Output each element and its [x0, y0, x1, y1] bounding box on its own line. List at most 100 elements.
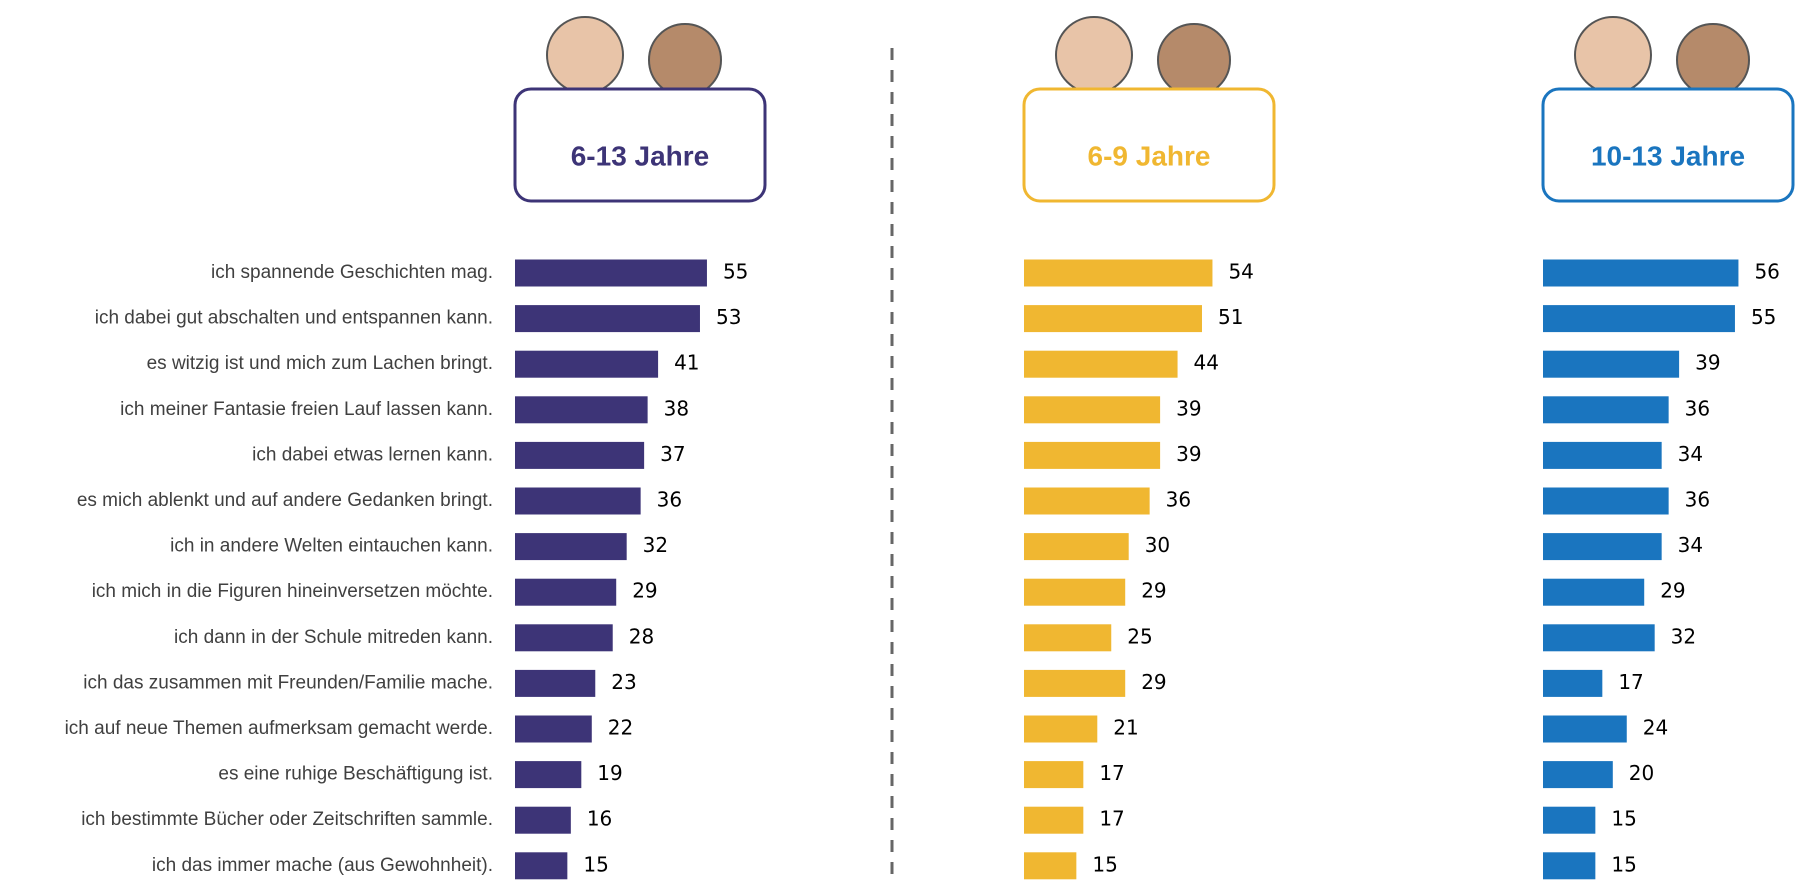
value-label: 44 [1194, 351, 1219, 375]
value-label: 20 [1629, 761, 1654, 785]
value-label: 25 [1127, 624, 1152, 648]
bar [1543, 670, 1602, 697]
value-label: 15 [1611, 852, 1636, 876]
bar [1543, 807, 1595, 834]
value-label: 29 [632, 579, 657, 603]
face [649, 24, 721, 96]
bar [515, 533, 627, 560]
face [1158, 24, 1230, 96]
bar [1024, 852, 1076, 879]
category-label: ich dabei etwas lernen kann. [252, 444, 493, 465]
category-label: ich bestimmte Bücher oder Zeitschriften … [81, 809, 493, 830]
value-label: 32 [1671, 624, 1696, 648]
value-label: 21 [1113, 716, 1138, 740]
bar [1024, 488, 1150, 515]
bar [515, 852, 567, 879]
value-label: 19 [597, 761, 622, 785]
value-label: 30 [1145, 533, 1170, 557]
bar [1543, 260, 1738, 287]
value-label: 16 [587, 807, 612, 831]
chart-title: 6-13 Jahre [571, 140, 710, 171]
bar [1024, 716, 1097, 743]
bar [1024, 807, 1083, 834]
value-label: 41 [674, 351, 699, 375]
value-label: 29 [1141, 670, 1166, 694]
value-label: 15 [583, 852, 608, 876]
bar [1024, 305, 1202, 332]
bar [515, 488, 641, 515]
bar [1024, 351, 1178, 378]
bar [1024, 624, 1111, 651]
value-label: 32 [643, 533, 668, 557]
bar [1543, 396, 1669, 423]
value-label: 55 [1751, 305, 1776, 329]
bar [1543, 351, 1679, 378]
bar [515, 442, 644, 469]
value-label: 54 [1228, 260, 1253, 284]
bar [1024, 761, 1083, 788]
face [547, 17, 623, 93]
bar [515, 396, 648, 423]
bar [1024, 442, 1160, 469]
bar [1024, 670, 1125, 697]
bar [1543, 533, 1662, 560]
value-label: 36 [1685, 488, 1710, 512]
value-label: 34 [1678, 442, 1703, 466]
value-label: 38 [664, 396, 689, 420]
value-label: 37 [660, 442, 685, 466]
value-label: 15 [1611, 807, 1636, 831]
value-label: 23 [611, 670, 636, 694]
bar [515, 807, 571, 834]
category-label: ich das immer mache (aus Gewohnheit). [152, 855, 493, 876]
category-label: ich dann in der Schule mitreden kann. [174, 627, 493, 648]
bar [1543, 852, 1595, 879]
bar [1024, 260, 1212, 287]
category-label: ich mich in die Figuren hineinversetzen … [92, 581, 493, 602]
bar [1543, 305, 1735, 332]
value-label: 22 [608, 716, 633, 740]
value-label: 55 [723, 260, 748, 284]
chart: 6-13 Jahre ich spannende Geschichten mag.… [0, 0, 1798, 882]
bar [515, 761, 581, 788]
value-label: 28 [629, 624, 654, 648]
bar [1024, 579, 1125, 606]
value-label: 36 [1166, 488, 1191, 512]
category-label: ich spannende Geschichten mag. [211, 262, 493, 283]
bar [1543, 442, 1662, 469]
value-label: 17 [1099, 761, 1124, 785]
value-label: 51 [1218, 305, 1243, 329]
bar [1543, 761, 1613, 788]
category-label: es mich ablenkt und auf andere Gedanken … [77, 490, 493, 511]
face [1056, 17, 1132, 93]
bar [515, 670, 595, 697]
category-label: ich das zusammen mit Freunden/Familie ma… [83, 672, 493, 693]
value-label: 24 [1643, 716, 1668, 740]
value-label: 17 [1099, 807, 1124, 831]
bar [515, 579, 616, 606]
value-label: 39 [1176, 396, 1201, 420]
face [1677, 24, 1749, 96]
value-label: 36 [657, 488, 682, 512]
value-label: 29 [1141, 579, 1166, 603]
bar [1543, 488, 1669, 515]
bar [1024, 396, 1160, 423]
bar [1543, 579, 1644, 606]
bar [1024, 533, 1129, 560]
value-label: 56 [1754, 260, 1779, 284]
face [1575, 17, 1651, 93]
category-label: es witzig ist und mich zum Lachen bringt… [147, 353, 493, 374]
value-label: 29 [1660, 579, 1685, 603]
category-label: ich in andere Welten eintauchen kann. [170, 536, 493, 557]
category-label: ich auf neue Themen aufmerksam gemacht w… [65, 718, 493, 739]
value-label: 39 [1176, 442, 1201, 466]
bar [515, 260, 707, 287]
category-label: ich dabei gut abschalten und entspannen … [95, 308, 493, 329]
bar [515, 624, 613, 651]
bar [1543, 624, 1655, 651]
bar [515, 305, 700, 332]
bar [515, 716, 592, 743]
value-label: 17 [1618, 670, 1643, 694]
value-label: 34 [1678, 533, 1703, 557]
chart-title: 6-9 Jahre [1088, 140, 1211, 171]
value-label: 15 [1092, 852, 1117, 876]
